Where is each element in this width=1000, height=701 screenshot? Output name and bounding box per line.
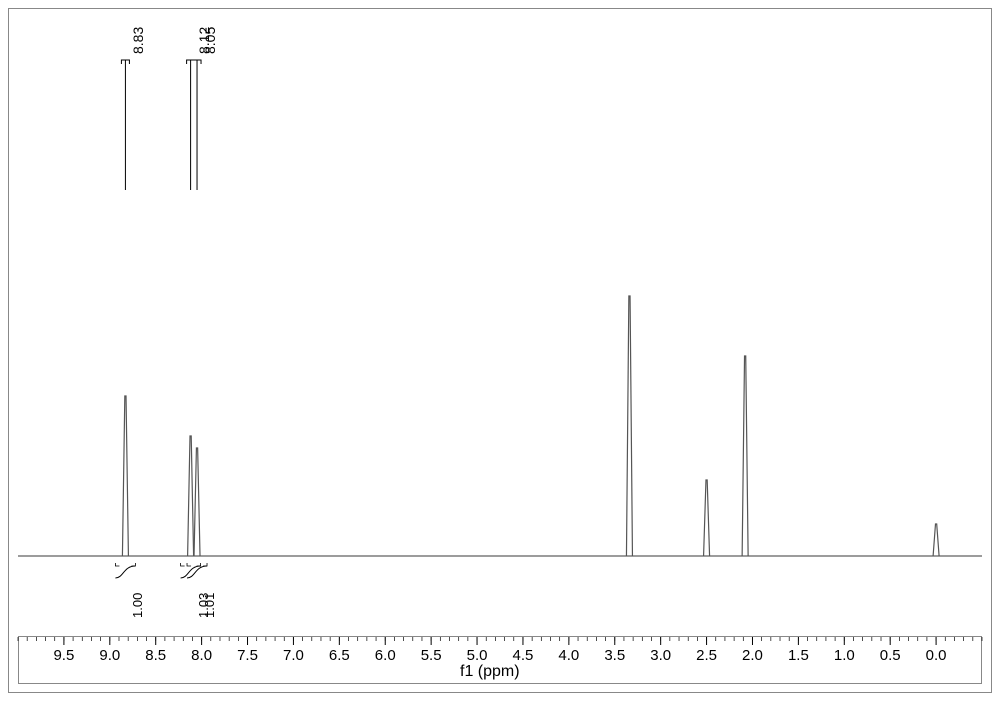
axis-tick-label: 5.0 — [467, 647, 488, 664]
axis-tick-label: 4.5 — [513, 647, 534, 664]
axis-tick-label: 3.0 — [650, 647, 671, 664]
axis-tick-label: 7.5 — [237, 647, 258, 664]
axis-tick-label: 2.5 — [696, 647, 717, 664]
integral-value-label: 1.00 — [130, 593, 145, 618]
axis-tick-label: 1.0 — [834, 647, 855, 664]
peak-shift-label: 8.05 — [202, 27, 218, 54]
axis-tick-label: 7.0 — [283, 647, 304, 664]
x-axis-label: f1 (ppm) — [460, 663, 520, 681]
axis-tick-label: 6.5 — [329, 647, 350, 664]
axis-tick-label: 8.5 — [145, 647, 166, 664]
nmr-spectrum-svg — [0, 0, 1000, 701]
axis-tick-label: 2.0 — [742, 647, 763, 664]
integral-value-label: 1.01 — [202, 593, 217, 618]
axis-tick-label: 8.0 — [191, 647, 212, 664]
axis-tick-label: 6.0 — [375, 647, 396, 664]
axis-tick-label: 4.0 — [558, 647, 579, 664]
axis-tick-label: 5.5 — [421, 647, 442, 664]
peak-shift-label: 8.83 — [130, 27, 146, 54]
axis-tick-label: 1.5 — [788, 647, 809, 664]
axis-tick-label: 0.0 — [926, 647, 947, 664]
axis-tick-label: 0.5 — [880, 647, 901, 664]
axis-tick-label: 9.5 — [53, 647, 74, 664]
axis-tick-label: 3.5 — [604, 647, 625, 664]
axis-tick-label: 9.0 — [99, 647, 120, 664]
